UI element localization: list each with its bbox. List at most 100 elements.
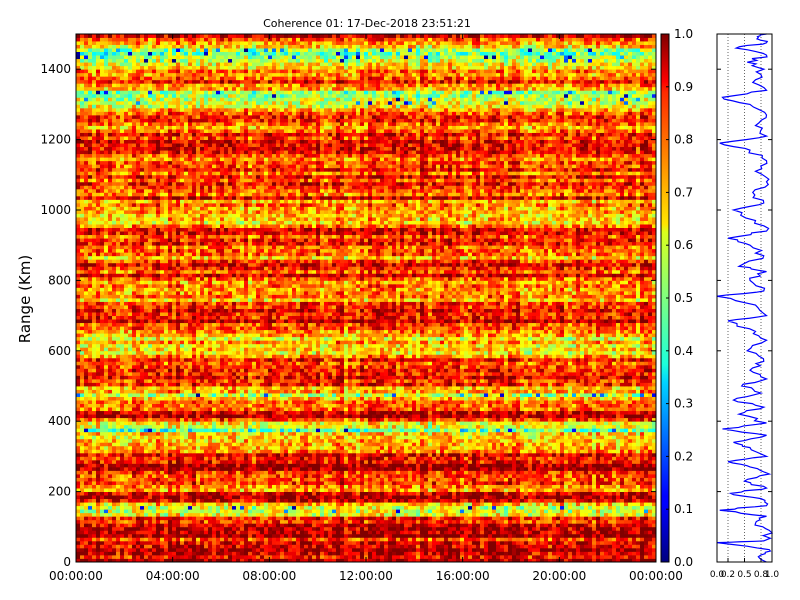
heatmap-cell: [216, 439, 220, 443]
heatmap-cell: [596, 467, 600, 471]
heatmap-cell: [196, 509, 200, 513]
heatmap-cell: [332, 456, 336, 460]
heatmap-cell: [476, 537, 480, 541]
heatmap-cell: [144, 516, 148, 520]
heatmap-cell: [456, 485, 460, 489]
heatmap-cell: [588, 534, 592, 538]
heatmap-cell: [288, 488, 292, 492]
heatmap-cell: [300, 523, 304, 527]
heatmap-cell: [288, 534, 292, 538]
heatmap-cell: [112, 485, 116, 489]
heatmap-cell: [604, 470, 608, 474]
heatmap-cell: [436, 488, 440, 492]
heatmap-cell: [500, 551, 504, 555]
heatmap-cell: [440, 495, 444, 499]
heatmap-cell: [580, 456, 584, 460]
heatmap-cell: [324, 446, 328, 450]
heatmap-cell: [256, 534, 260, 538]
heatmap-cell: [384, 478, 388, 482]
heatmap-cell: [92, 516, 96, 520]
heatmap-cell: [192, 523, 196, 527]
heatmap-cell: [172, 534, 176, 538]
heatmap-cell: [308, 551, 312, 555]
heatmap-cell: [268, 541, 272, 545]
heatmap-cell: [96, 537, 100, 541]
heatmap-cell: [548, 516, 552, 520]
heatmap-cell: [580, 492, 584, 496]
heatmap-cell: [300, 442, 304, 446]
heatmap-cell: [572, 481, 576, 485]
heatmap-cell: [108, 453, 112, 457]
heatmap-cell: [104, 541, 108, 545]
heatmap-cell: [440, 506, 444, 510]
heatmap-cell: [432, 467, 436, 471]
heatmap-cell: [396, 488, 400, 492]
heatmap-cell: [380, 534, 384, 538]
heatmap-cell: [184, 449, 188, 453]
heatmap-cell: [340, 460, 344, 464]
heatmap-cell: [372, 470, 376, 474]
heatmap-cell: [284, 449, 288, 453]
heatmap-cell: [576, 456, 580, 460]
heatmap-cell: [300, 478, 304, 482]
heatmap-cell: [352, 495, 356, 499]
heatmap-cell: [104, 446, 108, 450]
heatmap-cell: [288, 474, 292, 478]
heatmap-cell: [552, 541, 556, 545]
heatmap-cell: [104, 449, 108, 453]
heatmap-cell: [164, 548, 168, 552]
heatmap-cell: [280, 495, 284, 499]
heatmap-cell: [372, 499, 376, 503]
heatmap-cell: [616, 449, 620, 453]
heatmap-cell: [436, 555, 440, 559]
heatmap-cell: [632, 478, 636, 482]
heatmap-cell: [600, 467, 604, 471]
heatmap-cell: [132, 502, 136, 506]
heatmap-cell: [608, 523, 612, 527]
heatmap-cell: [244, 463, 248, 467]
heatmap-cell: [648, 516, 652, 520]
heatmap-cell: [140, 442, 144, 446]
heatmap-cell: [356, 534, 360, 538]
heatmap-cell: [84, 453, 88, 457]
heatmap-cell: [320, 492, 324, 496]
heatmap-cell: [304, 534, 308, 538]
heatmap-cell: [156, 534, 160, 538]
heatmap-cell: [196, 456, 200, 460]
heatmap-cell: [392, 478, 396, 482]
heatmap-cell: [600, 495, 604, 499]
heatmap-cell: [432, 541, 436, 545]
heatmap-cell: [144, 460, 148, 464]
heatmap-cell: [288, 544, 292, 548]
heatmap-cell: [576, 534, 580, 538]
heatmap-cell: [544, 520, 548, 524]
heatmap-cell: [380, 499, 384, 503]
heatmap-cell: [480, 544, 484, 548]
heatmap-cell: [80, 513, 84, 517]
heatmap-cell: [436, 492, 440, 496]
heatmap-cell: [572, 456, 576, 460]
heatmap-cell: [380, 449, 384, 453]
heatmap-cell: [648, 544, 652, 548]
heatmap-cell: [436, 516, 440, 520]
heatmap-cell: [624, 453, 628, 457]
heatmap-cell: [616, 544, 620, 548]
heatmap-cell: [168, 506, 172, 510]
heatmap-cell: [204, 478, 208, 482]
heatmap-cell: [88, 527, 92, 531]
heatmap-cell: [352, 470, 356, 474]
heatmap-cell: [216, 502, 220, 506]
heatmap-cell: [628, 509, 632, 513]
heatmap-cell: [332, 520, 336, 524]
heatmap-cell: [264, 478, 268, 482]
heatmap-cell: [600, 527, 604, 531]
heatmap-cell: [516, 520, 520, 524]
heatmap-cell: [432, 551, 436, 555]
heatmap-cell: [640, 442, 644, 446]
heatmap-cell: [368, 474, 372, 478]
heatmap-cell: [148, 463, 152, 467]
heatmap-cell: [120, 551, 124, 555]
heatmap-cell: [272, 555, 276, 559]
heatmap-cell: [164, 467, 168, 471]
heatmap-cell: [532, 506, 536, 510]
